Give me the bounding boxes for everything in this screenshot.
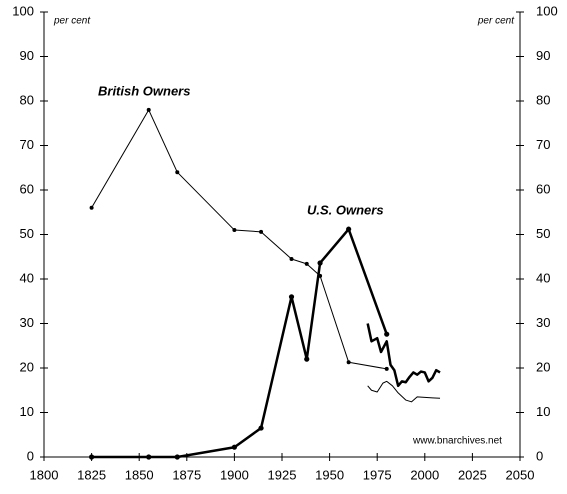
point	[288, 294, 295, 300]
x-tick-label: 2025	[458, 467, 487, 482]
y2-tick-label: 80	[536, 92, 550, 107]
point	[289, 256, 294, 261]
y2-tick-label: 30	[536, 315, 550, 330]
y2-tick-label: 10	[536, 404, 550, 419]
series-line	[91, 109, 387, 370]
y-tick-label: 90	[20, 48, 34, 63]
source-note: www.bnarchives.net	[412, 436, 502, 447]
y2-tick-label: 90	[536, 48, 550, 63]
point	[317, 260, 323, 266]
x-tick-label: 1950	[315, 467, 344, 482]
point	[232, 228, 237, 233]
x-tick-label: 1800	[30, 467, 59, 482]
x-tick-label: 2000	[410, 467, 439, 482]
y2-tick-label: 50	[536, 226, 550, 241]
y-tick-label: 80	[20, 92, 34, 107]
y2-tick-label: 40	[536, 270, 550, 285]
x-tick-label: 1900	[220, 467, 249, 482]
series-line	[367, 380, 441, 403]
point	[384, 366, 389, 371]
series-line	[91, 227, 388, 459]
y2-tick-label: 0	[536, 448, 543, 463]
series-label: British Owners	[98, 83, 190, 98]
point	[258, 425, 264, 431]
y-tick-label: 60	[20, 181, 34, 196]
point	[346, 360, 351, 365]
y2-tick-label: 70	[536, 137, 550, 152]
point	[89, 454, 95, 460]
point	[304, 356, 310, 362]
point	[146, 454, 152, 460]
x-tick-label: 1825	[77, 467, 106, 482]
y-tick-label: 100	[12, 3, 34, 18]
x-tick-label: 1925	[268, 467, 297, 482]
y-tick-label: 40	[20, 270, 34, 285]
y2-tick-label: 100	[536, 3, 558, 18]
point	[146, 107, 151, 112]
y-tick-label: 50	[20, 226, 34, 241]
y2-tick-label: 20	[536, 359, 550, 374]
series-line	[366, 323, 441, 388]
point	[231, 444, 237, 450]
x-tick-label: 1875	[172, 467, 201, 482]
x-tick-label: 1850	[125, 467, 154, 482]
point	[259, 229, 264, 234]
x-tick-label: 1975	[363, 467, 392, 482]
y-tick-label: 10	[20, 404, 34, 419]
y2-tick-label: 60	[536, 181, 550, 196]
point	[304, 261, 309, 266]
x-tick-label: 2050	[506, 467, 535, 482]
y2-axis-label: per cent	[477, 16, 515, 27]
y-axis-label: per cent	[53, 16, 91, 27]
point	[346, 226, 352, 232]
point	[89, 205, 94, 210]
y-tick-label: 70	[20, 137, 34, 152]
point	[175, 170, 180, 175]
y-tick-label: 20	[20, 359, 34, 374]
series-label: U.S. Owners	[307, 202, 384, 217]
point	[174, 454, 180, 460]
y-tick-label: 30	[20, 315, 34, 330]
y-tick-label: 0	[27, 448, 34, 463]
point	[384, 331, 390, 337]
